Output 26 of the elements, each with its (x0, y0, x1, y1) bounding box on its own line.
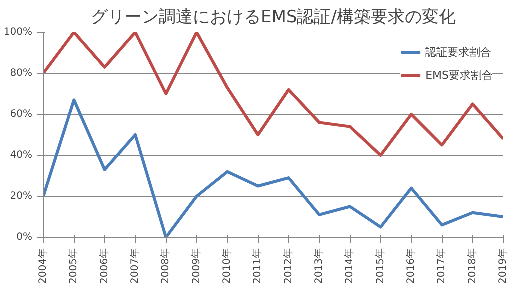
chart-title: グリーン調達におけるEMS認証/構築要求の変化 (91, 8, 456, 28)
x-tick-label: 2011年 (252, 248, 264, 284)
x-tick-label: 2019年 (497, 248, 509, 284)
line-series (44, 32, 504, 157)
x-tick-label: 2018年 (466, 248, 478, 284)
x-tick-label: 2017年 (436, 248, 448, 284)
x-tick-label: 2004年 (37, 248, 49, 284)
x-tick-label: 2012年 (282, 248, 294, 284)
y-tick-label: 20% (10, 191, 33, 202)
y-tick-label: 40% (10, 150, 33, 161)
x-tick-label: 2008年 (160, 248, 172, 284)
x-tick-label: 2016年 (405, 248, 417, 284)
y-tick-label: 60% (10, 109, 33, 120)
x-tick-label: 2009年 (190, 248, 202, 284)
y-tick-label: 80% (10, 68, 33, 79)
x-tick-label: 2006年 (98, 248, 110, 284)
legend-label: EMS要求割合 (426, 68, 493, 82)
legend-label: 認証要求割合 (426, 44, 492, 60)
x-tick-label: 2013年 (313, 248, 325, 284)
y-tick-label: 0% (16, 232, 33, 243)
x-tick-label: 2014年 (344, 248, 356, 284)
x-tick-label: 2005年 (68, 248, 80, 284)
y-tick-label: 100% (4, 27, 33, 38)
x-tick-label: 2015年 (374, 248, 386, 284)
x-tick-label: 2010年 (221, 248, 233, 284)
x-tick-label: 2007年 (129, 248, 141, 284)
